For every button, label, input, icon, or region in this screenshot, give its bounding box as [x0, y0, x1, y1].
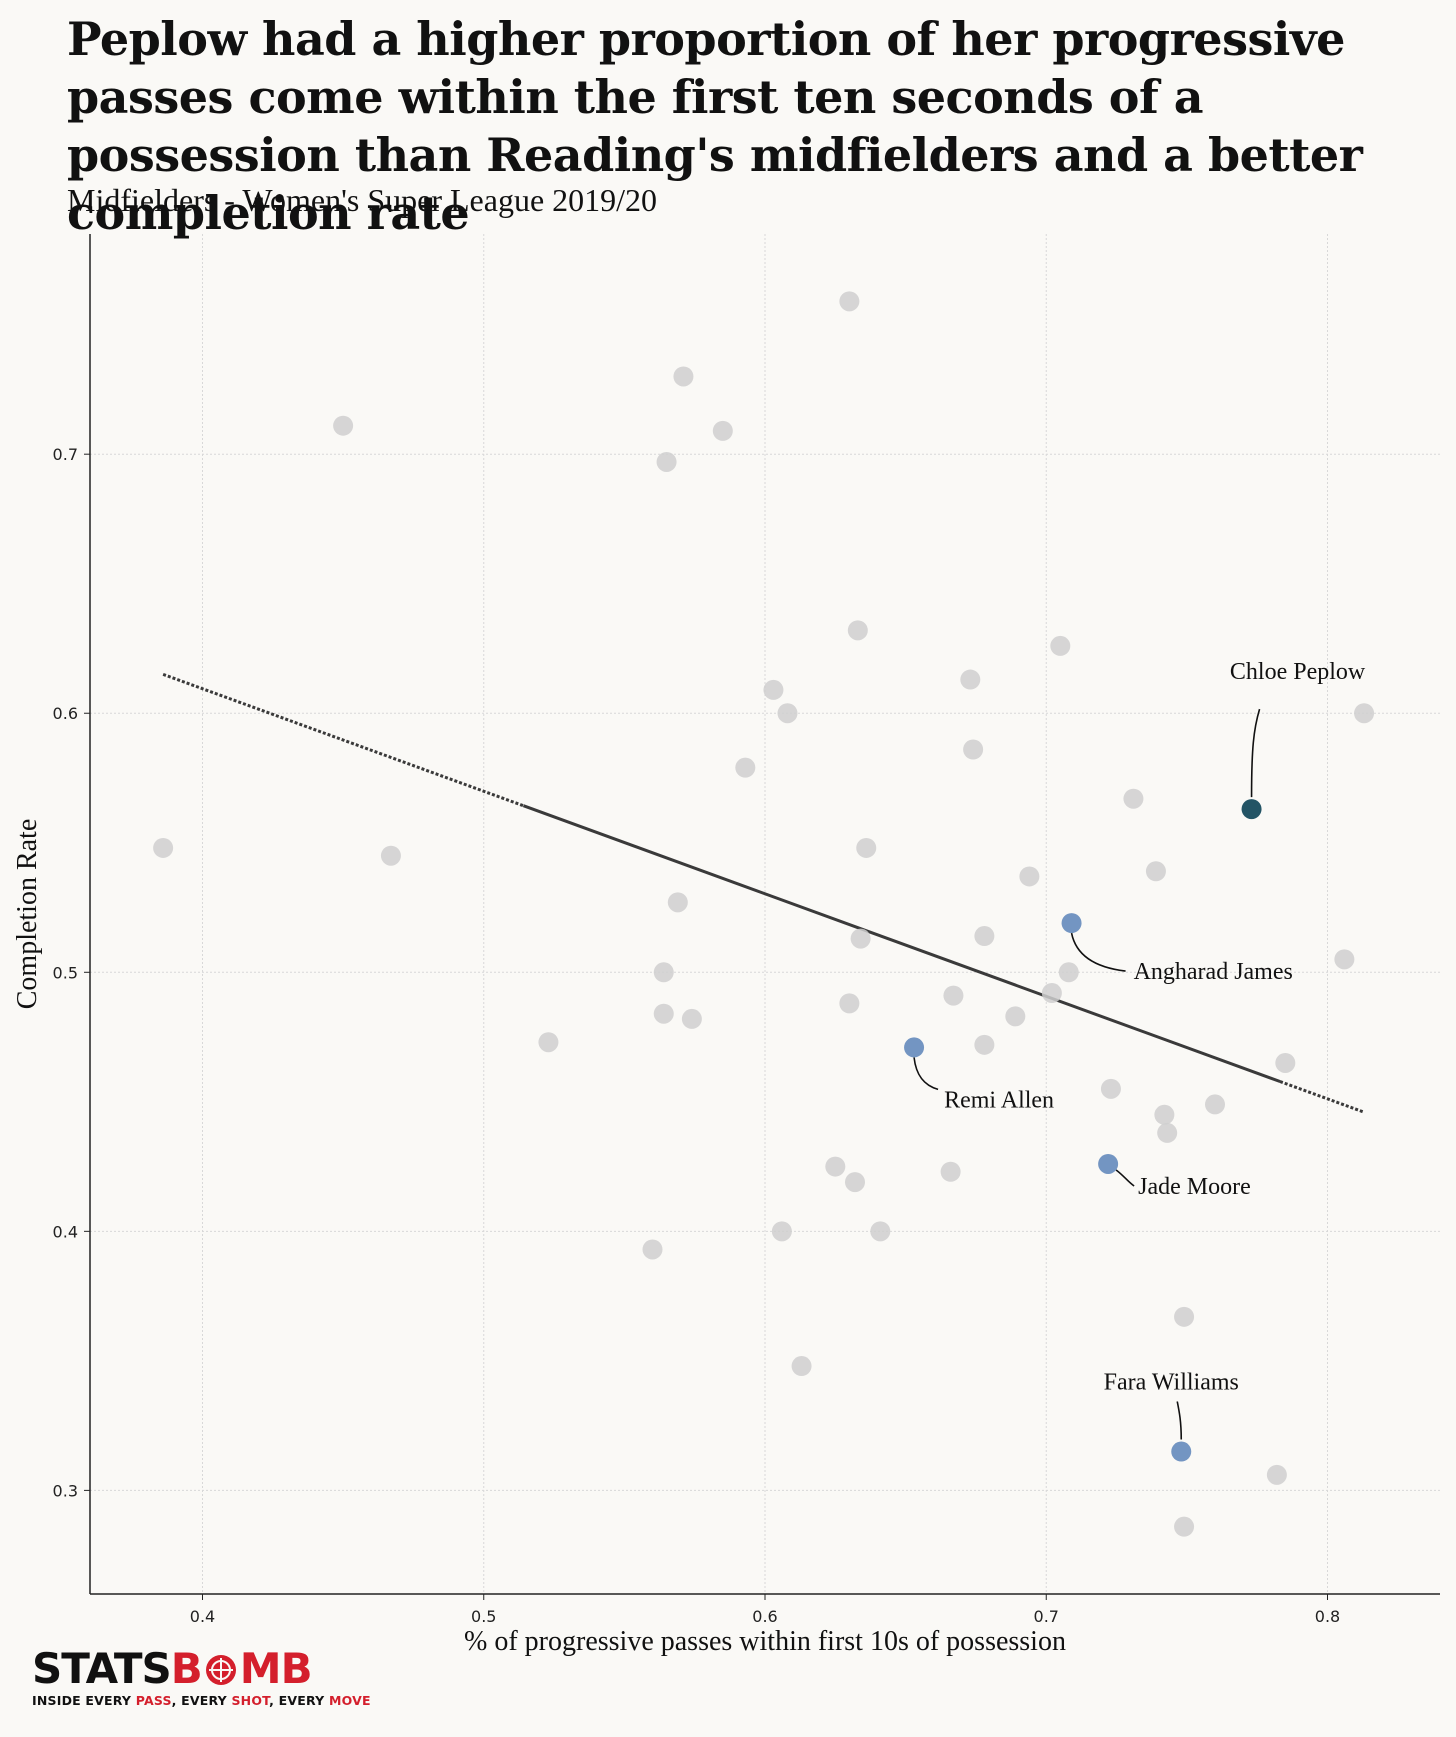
data-point: [943, 985, 964, 1006]
annotation-connector: [1176, 1401, 1183, 1440]
data-point: [1174, 1516, 1195, 1537]
highlighted-point: [1241, 799, 1262, 820]
data-point: [1005, 1006, 1026, 1027]
data-point: [538, 1032, 559, 1053]
y-tick-label: 0.6: [53, 704, 78, 723]
annotation-connector: [913, 1057, 939, 1091]
data-point: [1041, 983, 1062, 1004]
bomb-icon: [205, 1655, 236, 1685]
data-point: [777, 703, 798, 724]
data-points: [153, 291, 1375, 1537]
data-point: [681, 1008, 702, 1029]
data-point: [667, 892, 688, 913]
data-point: [974, 926, 995, 947]
data-point: [153, 837, 174, 858]
data-point: [1266, 1464, 1287, 1485]
data-point: [839, 291, 860, 312]
data-point: [870, 1221, 891, 1242]
annotation-label: Angharad James: [1134, 959, 1293, 985]
data-point: [712, 420, 733, 441]
chart-title: Peplow had a higher proportion of her pr…: [67, 12, 1363, 240]
chart-subtitle: Midfielders - Women's Super League 2019/…: [67, 182, 658, 218]
data-point: [1123, 788, 1144, 809]
data-point: [825, 1156, 846, 1177]
data-point: [839, 993, 860, 1014]
annotations: Chloe Peplow Angharad James Remi Allen Jade…: [913, 659, 1366, 1440]
y-tick-label: 0.7: [53, 445, 78, 464]
data-point: [653, 962, 674, 983]
trendline-dotted-right: [1279, 1080, 1365, 1114]
data-point: [1354, 703, 1375, 724]
data-point: [847, 620, 868, 641]
highlighted-point: [1171, 1441, 1192, 1462]
data-point: [763, 679, 784, 700]
highlighted-point: [904, 1037, 925, 1058]
x-tick-label: 0.6: [752, 1607, 777, 1626]
data-point: [653, 1003, 674, 1024]
y-tick-label: 0.3: [53, 1481, 78, 1500]
data-point: [735, 757, 756, 778]
y-axis-label: Completion Rate: [12, 819, 43, 1010]
data-point: [771, 1221, 792, 1242]
data-point: [1174, 1306, 1195, 1327]
data-point: [974, 1034, 995, 1055]
highlighted-point: [1061, 913, 1082, 934]
trendline: [522, 804, 1281, 1083]
grid-lines: [90, 234, 1440, 1594]
data-point: [642, 1239, 663, 1260]
data-point: [1205, 1094, 1225, 1115]
annotation-label: Remi Allen: [944, 1087, 1054, 1113]
data-point: [1058, 962, 1079, 983]
tick-labels: 0.4 0.5 0.6 0.7 0.8 0.3 0.4 0.5 0.6 0.7: [53, 445, 1341, 1626]
data-point: [1100, 1078, 1121, 1099]
data-point: [940, 1161, 961, 1182]
y-tick-label: 0.4: [53, 1222, 78, 1241]
logo-word-b: B: [170, 1644, 203, 1693]
data-point: [791, 1356, 812, 1377]
trendline-group: [162, 672, 1365, 1114]
data-point: [963, 739, 984, 760]
annotation-connector: [1115, 1169, 1135, 1187]
data-point: [1154, 1104, 1175, 1125]
data-point: [1157, 1122, 1178, 1143]
annotation-connector: [1070, 932, 1126, 972]
axes: [84, 234, 1440, 1600]
data-point: [673, 366, 694, 387]
logo-tagline: INSIDE EVERY PASS, EVERY SHOT, EVERY MOV…: [32, 1693, 371, 1708]
x-tick-label: 0.7: [1034, 1607, 1059, 1626]
data-point: [850, 928, 871, 949]
statsbomb-logo: STATS B MB INSIDE EVERY PASS, EVERY SHOT,…: [32, 1648, 371, 1709]
x-tick-label: 0.5: [471, 1607, 496, 1626]
annotation-label: Chloe Peplow: [1230, 659, 1366, 685]
highlighted-point: [1098, 1153, 1119, 1174]
annotation-label: Fara Williams: [1104, 1370, 1239, 1396]
data-point: [856, 837, 877, 858]
x-tick-label: 0.8: [1315, 1607, 1340, 1626]
logo-word-stats: STATS: [32, 1644, 172, 1693]
logo-wordmark: STATS B MB: [32, 1648, 371, 1690]
data-point: [1050, 635, 1071, 656]
data-point: [1145, 861, 1166, 882]
data-point: [960, 669, 981, 690]
x-tick-label: 0.4: [190, 1607, 215, 1626]
x-axis-label: % of progressive passes within first 10s…: [464, 1626, 1066, 1657]
data-point: [1275, 1052, 1296, 1073]
data-point: [845, 1172, 865, 1193]
trendline-dotted-left: [162, 672, 524, 808]
data-point: [380, 845, 401, 866]
annotation-connector: [1250, 708, 1261, 798]
logo-word-bomb: B MB: [171, 1648, 313, 1690]
annotation-label: Jade Moore: [1138, 1174, 1251, 1200]
data-point: [333, 415, 354, 436]
data-point: [656, 451, 677, 472]
data-point: [1019, 866, 1040, 887]
data-point: [1334, 949, 1355, 970]
logo-word-mb: MB: [239, 1644, 313, 1693]
y-tick-label: 0.5: [53, 963, 78, 982]
